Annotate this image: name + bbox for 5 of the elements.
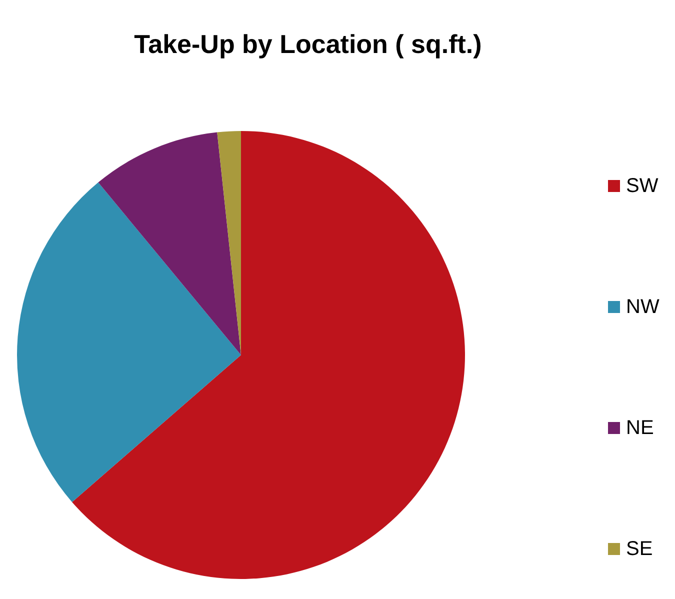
chart-title: Take-Up by Location ( sq.ft.)	[133, 28, 483, 61]
legend-label: NW	[626, 295, 660, 319]
legend-label: NE	[626, 416, 654, 440]
legend-label: SE	[626, 537, 653, 561]
legend-label: SW	[626, 174, 658, 198]
